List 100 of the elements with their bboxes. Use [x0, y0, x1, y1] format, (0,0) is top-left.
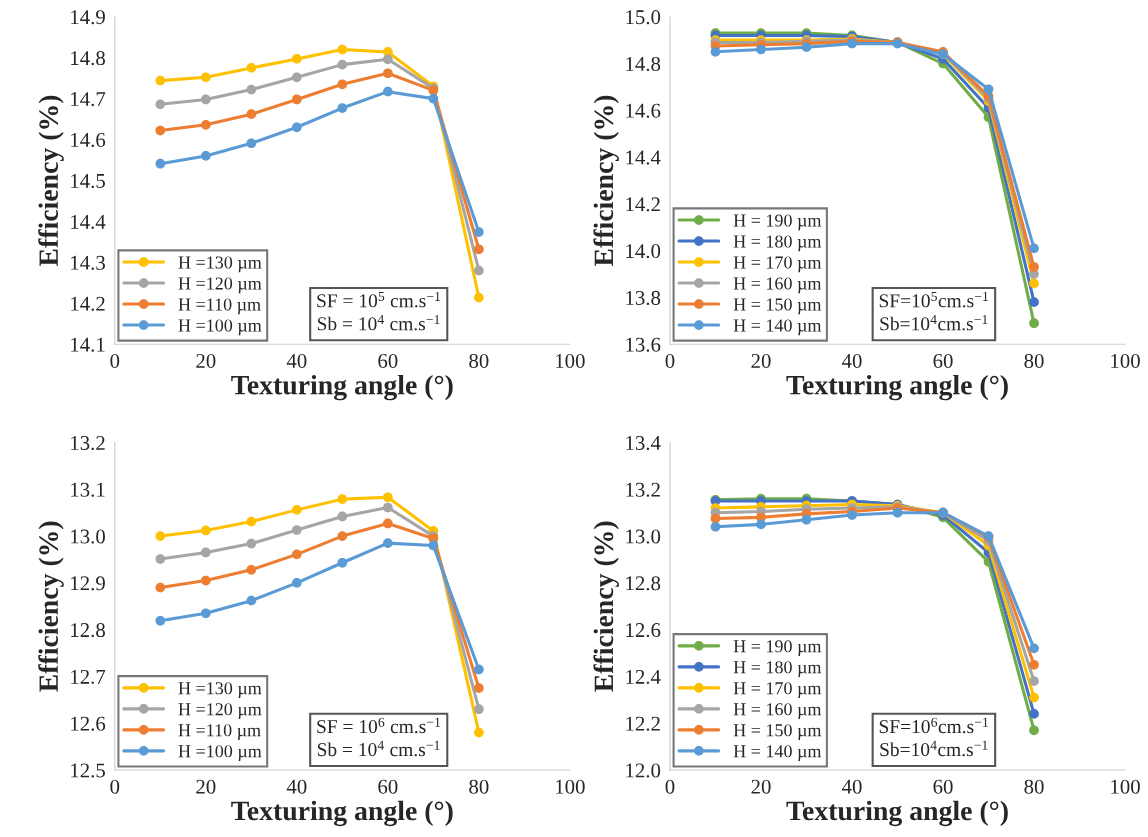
x-axis-title: Texturing angle (°): [786, 800, 1008, 827]
text: SF = 10$^{5}$ cm.s$^{−1}$ Sb = 10$^{4}$ cm.s$^{−1}$: [317, 291, 441, 331]
point: [291, 94, 302, 105]
y-tick-label: 13.8: [626, 290, 661, 305]
y-tick-label: 14.4: [626, 150, 661, 165]
y-tick-label: 12.2: [626, 716, 660, 731]
y-tick-label: 14.2: [626, 197, 660, 212]
point: [382, 68, 393, 79]
point: [337, 531, 348, 541]
point: [337, 59, 348, 70]
point: [200, 72, 211, 83]
y-axis-title: Efficiency (%): [593, 521, 619, 692]
y-tick-label: 13.0: [626, 529, 661, 544]
point: [983, 84, 994, 95]
point: [1029, 643, 1039, 654]
x-tick-label: 0: [665, 353, 675, 368]
y-axis-title: Efficiency (%): [38, 521, 64, 692]
point: [337, 103, 348, 113]
point: [801, 514, 812, 525]
y-tick-label: 14.8: [626, 56, 661, 72]
legend-label: H = 180 µm: [733, 661, 822, 678]
point: [710, 46, 721, 57]
point: [291, 72, 302, 83]
x-tick-label: 20: [751, 353, 771, 368]
legend-label: H =120 µm: [178, 703, 262, 720]
point: [473, 292, 484, 303]
point: [1029, 297, 1039, 308]
point: [473, 727, 484, 738]
legend-label: H = 150 µm: [733, 724, 822, 741]
x-tick-label: 100: [556, 353, 585, 368]
legend-label: H = 190 µm: [733, 640, 822, 657]
point: [1029, 709, 1039, 719]
point: [155, 615, 166, 626]
point: [1029, 676, 1039, 686]
point: [200, 151, 211, 161]
point: [428, 540, 439, 551]
point: [200, 547, 211, 558]
point: [200, 525, 211, 536]
point: [155, 75, 166, 86]
x-tick-label: 100: [556, 779, 585, 794]
y-tick-label: 13.2: [626, 482, 660, 497]
x-axis-title: Texturing angle (°): [786, 374, 1008, 401]
x-tick-label: 60: [378, 353, 398, 368]
point: [382, 518, 393, 529]
y-tick-label: 14.5: [71, 173, 105, 189]
point: [1029, 725, 1039, 736]
x-tick-label: 60: [378, 779, 398, 794]
legend-label: H = 190 µm: [733, 214, 822, 231]
x-tick-label: 60: [933, 353, 953, 368]
text: SF=10$^{5}$cm.s$^{−1}$ Sb=10$^{4}$cm.s$^{−1}$: [879, 291, 988, 331]
text: SF = 10$^{6}$ cm.s$^{−1}$ Sb = 10$^{4}$ cm.s$^{−1}$: [317, 717, 441, 757]
y-tick-label: 12.7: [71, 669, 106, 684]
point: [246, 538, 257, 549]
point: [291, 578, 302, 588]
legend-label: H =130 µm: [178, 256, 262, 273]
point: [200, 575, 211, 586]
x-tick-label: 80: [1024, 353, 1044, 368]
text: SF=10$^{6}$cm.s$^{−1}$ Sb=10$^{4}$cm.s$^{−1}$: [879, 717, 988, 757]
point: [291, 549, 302, 560]
y-tick-label: 12.8: [71, 623, 105, 638]
x-axis-title: Texturing angle (°): [231, 374, 453, 401]
y-tick-label: 14.8: [71, 51, 105, 66]
x-tick-label: 0: [665, 779, 675, 794]
y-tick-label: 14.7: [71, 92, 106, 107]
y-axis-title: Efficiency (%): [38, 95, 64, 267]
legend-label: H = 170 µm: [733, 682, 822, 699]
y-tick-label: 13.0: [71, 529, 105, 544]
point: [337, 494, 348, 504]
y-tick-label: 14.9: [71, 10, 105, 25]
point: [246, 138, 257, 149]
y-tick-label: 14.6: [626, 103, 661, 118]
point: [756, 44, 766, 55]
legend-label: H =100 µm: [178, 745, 262, 762]
y-tick-label: 14.3: [71, 255, 105, 270]
y-tick-label: 12.6: [626, 623, 661, 638]
x-tick-label: 80: [1024, 779, 1044, 794]
point: [337, 511, 348, 522]
x-tick-label: 40: [841, 779, 862, 794]
point: [473, 227, 484, 237]
point: [200, 608, 211, 619]
x-tick-label: 20: [751, 779, 771, 794]
point: [200, 94, 211, 105]
point: [291, 122, 302, 133]
y-tick-label: 14.1: [71, 337, 105, 352]
y-tick-label: 12.8: [626, 576, 661, 591]
point: [200, 119, 211, 130]
point: [1029, 278, 1039, 289]
point: [246, 595, 257, 606]
legend-label: H = 140 µm: [733, 319, 822, 336]
x-tick-label: 0: [110, 353, 120, 368]
legend-label: H = 150 µm: [733, 298, 822, 315]
point: [291, 505, 302, 515]
point: [382, 54, 393, 65]
point: [291, 525, 302, 535]
x-tick-label: 100: [1111, 353, 1140, 368]
y-tick-label: 14.0: [626, 244, 661, 259]
point: [155, 158, 166, 169]
y-tick-label: 12.5: [71, 763, 105, 778]
point: [473, 704, 484, 715]
point: [155, 125, 166, 136]
